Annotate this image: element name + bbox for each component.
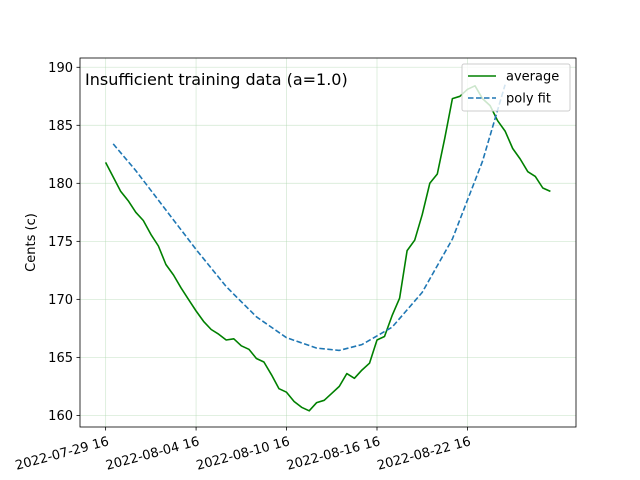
y-tick-label: 185 (48, 119, 73, 134)
legend: average poly fit (461, 63, 571, 112)
y-tick-label: 170 (48, 293, 73, 308)
y-tick-label: 160 (48, 409, 73, 424)
legend-label-poly-fit: poly fit (506, 92, 551, 107)
y-tick-label: 190 (48, 61, 73, 76)
y-axis-label: Cents (c) (24, 213, 39, 272)
y-tick-label: 180 (48, 177, 73, 192)
y-tick-label: 165 (48, 351, 73, 366)
grid-layer (80, 58, 576, 427)
legend-label-average: average (506, 70, 559, 85)
y-tick-label: 175 (48, 235, 73, 250)
chart-annotation: Insufficient training data (a=1.0) (85, 70, 348, 89)
plot-area-frame (79, 57, 577, 428)
series-line-poly-fit (112, 84, 506, 352)
